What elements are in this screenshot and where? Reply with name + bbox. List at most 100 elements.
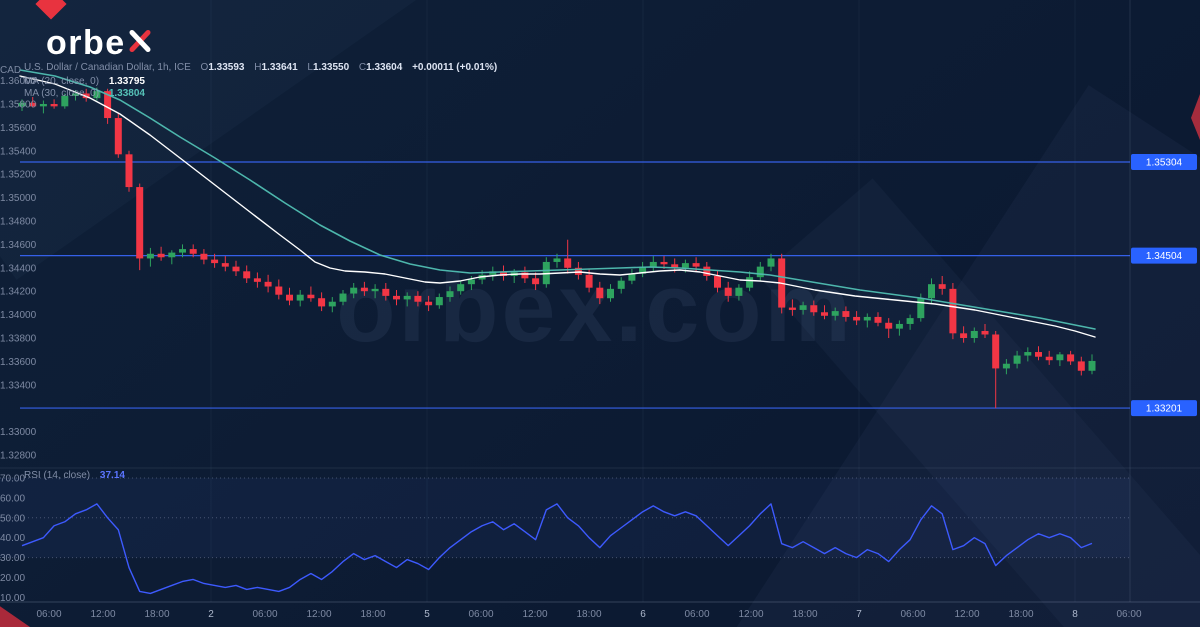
candle-body: [446, 291, 454, 298]
price-tick-label: 1.35000: [0, 193, 37, 204]
candle-body: [360, 287, 368, 292]
candle-body: [938, 284, 946, 289]
level-badge-label: 1.35304: [1146, 158, 1183, 169]
candle-body: [842, 311, 850, 317]
candle-body: [382, 288, 390, 296]
candle-body: [788, 307, 796, 310]
candle-body: [500, 271, 507, 276]
candle-body: [874, 316, 882, 323]
candle-body: [339, 293, 347, 302]
time-tick-label: 18:00: [1008, 609, 1033, 620]
rsi-tick-label: 20.00: [0, 573, 25, 584]
candle-body: [18, 102, 26, 107]
time-tick-label: 7: [856, 609, 862, 620]
rsi-tick-label: 70.00: [0, 474, 25, 485]
rsi-tick-label: 30.00: [0, 553, 25, 564]
candle-body: [168, 252, 176, 258]
candle-body: [350, 287, 358, 294]
candle-body: [114, 118, 122, 155]
candle-body: [104, 91, 112, 119]
time-tick-label: 06:00: [684, 609, 709, 620]
candle-body: [39, 104, 47, 107]
time-axis[interactable]: 06:00 12:00 18:00 2 06:00 12:00 18:00 5 06:00 12:…: [36, 609, 1141, 620]
candle-body: [692, 263, 700, 267]
candle-body: [585, 274, 593, 288]
candles: [18, 87, 1096, 409]
candle-body: [1002, 363, 1010, 369]
candle-body: [93, 91, 101, 99]
candle-body: [425, 301, 433, 306]
price-tick-label: 1.35600: [0, 123, 37, 134]
time-tick-label: 18:00: [792, 609, 817, 620]
candle-body: [286, 294, 293, 301]
candle-body: [681, 263, 689, 268]
candle-body: [553, 258, 561, 262]
candle-body: [863, 316, 871, 321]
candle-body: [532, 278, 540, 285]
candle-body: [275, 286, 283, 295]
candle-body: [61, 95, 69, 107]
candle-body: [735, 287, 743, 296]
candle-body: [457, 284, 465, 292]
candle-body: [521, 272, 529, 279]
candle-body: [232, 266, 240, 272]
candle-body: [328, 301, 336, 307]
logo-x-icon: [128, 26, 152, 60]
candle-body: [981, 330, 989, 335]
candle-body: [146, 253, 154, 259]
candle-body: [885, 322, 893, 329]
time-tick-label: 6: [640, 609, 646, 620]
candle-body: [1024, 352, 1032, 356]
level-badge: [1131, 247, 1197, 264]
price-tick-label: 1.36000: [0, 76, 37, 87]
time-tick-label: 8: [1072, 609, 1078, 620]
candle-body: [917, 298, 925, 319]
candle-body: [799, 305, 807, 310]
time-tick-label: 12:00: [90, 609, 115, 620]
candle-body: [264, 281, 272, 287]
candle-body: [596, 287, 604, 299]
corner-accent-right: [1191, 94, 1200, 140]
candle-body: [756, 266, 764, 278]
candle-body: [1088, 360, 1096, 371]
price-tick-label: 1.34000: [0, 310, 37, 321]
rsi-tick-label: 10.00: [0, 593, 25, 604]
candle-body: [767, 258, 775, 267]
candle-body: [253, 278, 261, 282]
candle-body: [318, 298, 326, 307]
time-tick-label: 12:00: [522, 609, 547, 620]
level-badge-label: 1.33201: [1146, 404, 1183, 415]
time-tick-label: 06:00: [252, 609, 277, 620]
candle-body: [714, 275, 721, 288]
candle-body: [403, 295, 411, 300]
ma20-line: [19, 75, 1096, 338]
candle-body: [467, 279, 475, 285]
candle-body: [435, 297, 443, 306]
price-tick-label: 1.33600: [0, 357, 37, 368]
candle-body: [574, 267, 582, 275]
price-tick-label: 1.34600: [0, 240, 37, 251]
candle-body: [970, 330, 978, 338]
candle-body: [992, 334, 1000, 369]
time-tick-label: 12:00: [306, 609, 331, 620]
candle-body: [221, 263, 229, 267]
time-tick-label: 18:00: [144, 609, 169, 620]
candle-body: [1013, 355, 1021, 364]
candle-body: [639, 266, 647, 274]
price-tick-label: 1.34400: [0, 263, 37, 274]
rsi-tick-label: 50.00: [0, 513, 25, 524]
level-badge: [1131, 400, 1197, 417]
orbex-logo: orbe: [46, 26, 152, 60]
time-tick-label: 12:00: [738, 609, 763, 620]
candle-body: [243, 271, 251, 279]
rsi-tick-label: 40.00: [0, 533, 25, 544]
time-tick-label: 18:00: [360, 609, 385, 620]
candle-body: [607, 288, 614, 299]
candle-body: [1067, 354, 1075, 362]
candle-body: [703, 266, 711, 276]
candle-body: [564, 258, 572, 268]
candle-body: [895, 323, 903, 329]
